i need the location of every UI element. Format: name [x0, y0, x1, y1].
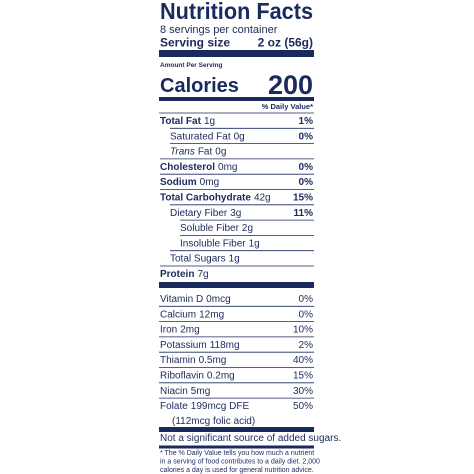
serving-size: 2 oz (56g) — [258, 36, 313, 50]
nutrient: Total Carbohydrate 42g — [160, 193, 271, 204]
nutrient: Cholesterol 0mg — [160, 162, 237, 173]
vitamin: Vitamin D 0mcg — [160, 294, 231, 305]
vitamin-amount: 118mg — [210, 340, 240, 351]
daily-value: 10% — [293, 325, 313, 336]
added-sugars-note: Not a significant source of added sugars… — [160, 433, 341, 444]
vitamin-name: Niacin — [160, 386, 188, 397]
nutrient-amount: 3g — [230, 208, 241, 219]
amount-per-serving: Amount Per Serving — [160, 62, 223, 69]
vitamin: Thiamin 0.5mg — [160, 355, 226, 366]
nutrient-amount: 0g — [234, 131, 245, 142]
calories-label: Calories — [160, 75, 239, 97]
nutrient: Dietary Fiber 3g — [170, 208, 241, 219]
vitamin-name: Calcium — [160, 309, 196, 320]
vitamin: Folate 199mcg DFE — [160, 401, 249, 412]
footnote: * The % Daily Value tells you how much a… — [160, 450, 314, 457]
vitamin: Iron 2mg — [160, 325, 200, 336]
footnote: in a serving of food contributes to a da… — [160, 459, 320, 466]
nutrient-name: Sodium — [160, 177, 197, 188]
daily-value: 2% — [299, 340, 314, 351]
nutrient-name: Total Carbohydrate — [160, 193, 251, 204]
vitamin-name: Iron — [160, 325, 177, 336]
servings: 8 servings per container — [160, 24, 278, 36]
nutrient-amount: 0g — [215, 147, 226, 158]
nutrient: Soluble Fiber 2g — [180, 223, 253, 234]
daily-value: 1% — [299, 116, 314, 127]
vitamin-rows: Vitamin D 0mcg 0% Calcium 12mg 0% Iron 2mg 10% Po… — [159, 294, 314, 412]
nutrient-name: Cholesterol — [160, 162, 215, 173]
daily-value: 0% — [299, 294, 314, 305]
vitamin: Calcium 12mg — [160, 309, 224, 320]
title: Nutrition Facts — [160, 0, 313, 24]
nutrient: Total Fat 1g — [160, 116, 215, 127]
vitamin-name: Riboflavin — [160, 371, 204, 382]
nutrient: Trans Fat 0g — [170, 147, 226, 158]
daily-value: 0% — [299, 131, 314, 142]
nutrient-amount: 7g — [197, 269, 208, 280]
daily-value: 15% — [293, 193, 313, 204]
vitamin-amount: 2mg — [180, 325, 199, 336]
daily-value: 30% — [293, 386, 313, 397]
nutrient-name: Insoluble Fiber — [180, 238, 246, 249]
nutrient-name: Total Fat — [160, 116, 202, 127]
nutrient: Total Sugars 1g — [170, 254, 240, 265]
daily-value: 40% — [293, 355, 313, 366]
vitamin-amount: 5mg — [191, 386, 210, 397]
nutrient: Sodium 0mg — [160, 177, 219, 188]
medium-rule — [159, 97, 314, 101]
nutrient-name: Soluble Fiber — [180, 223, 240, 234]
daily-value-heading: % Daily Value* — [262, 102, 313, 111]
nutrient-name: Saturated Fat — [170, 131, 231, 142]
thick-rule — [159, 427, 314, 432]
nutrient-name: Dietary Fiber — [170, 208, 228, 219]
nutrient: Saturated Fat 0g — [170, 131, 245, 142]
medium-rule — [159, 445, 314, 449]
nutrient-name-italic: Trans — [170, 147, 195, 158]
nutrient-name: Protein — [160, 269, 194, 280]
vitamin-amount: 12mg — [199, 309, 224, 320]
thick-rule — [159, 282, 314, 288]
calories-value: 200 — [268, 70, 313, 100]
nutrient-amount: 1g — [229, 254, 240, 265]
nutrient: Protein 7g — [160, 269, 209, 280]
vitamin-amount: 0.2mg — [207, 371, 235, 382]
nutrient-amount: 2g — [242, 223, 253, 234]
thick-rule — [159, 50, 314, 57]
vitamin-amount: 0mcg — [206, 294, 230, 305]
daily-value: 0% — [299, 309, 314, 320]
nutrient-amount: 1g — [204, 116, 215, 127]
vitamin: Potassium 118mg — [160, 340, 240, 351]
nutrient-name: Total Sugars — [170, 254, 226, 265]
nutrient-amount: 0mg — [200, 177, 219, 188]
footnote: calories a day is used for general nutri… — [160, 467, 314, 474]
nutrient-amount: 1g — [249, 238, 260, 249]
vitamin: Niacin 5mg — [160, 386, 210, 397]
vitamin-name: Potassium — [160, 340, 207, 351]
daily-value: 11% — [294, 208, 314, 219]
nutrient-rows: Total Fat 1g 1%Saturated Fat 0g 0%Trans Fat 0g… — [159, 112, 314, 280]
vitamin-name: Vitamin D — [160, 294, 203, 305]
nutrient-amount: 0mg — [218, 162, 237, 173]
vitamin: Riboflavin 0.2mg — [160, 371, 235, 382]
nutrient-amount: 42g — [254, 193, 271, 204]
daily-value: 0% — [299, 177, 314, 188]
vitamin-amount: 199mcg DFE — [191, 401, 250, 412]
daily-value: 15% — [293, 371, 313, 382]
nutrient-name: Fat — [198, 147, 213, 158]
vitamin-name: Folate — [160, 401, 188, 412]
nutrient: Insoluble Fiber 1g — [180, 238, 260, 249]
folate-note: (112mcg folic acid) — [172, 416, 255, 427]
serving-size-label: Serving size — [160, 36, 230, 50]
daily-value: 0% — [299, 162, 314, 173]
vitamin-amount: 0.5mg — [199, 355, 227, 366]
daily-value: 50% — [293, 401, 313, 412]
vitamin-name: Thiamin — [160, 355, 196, 366]
